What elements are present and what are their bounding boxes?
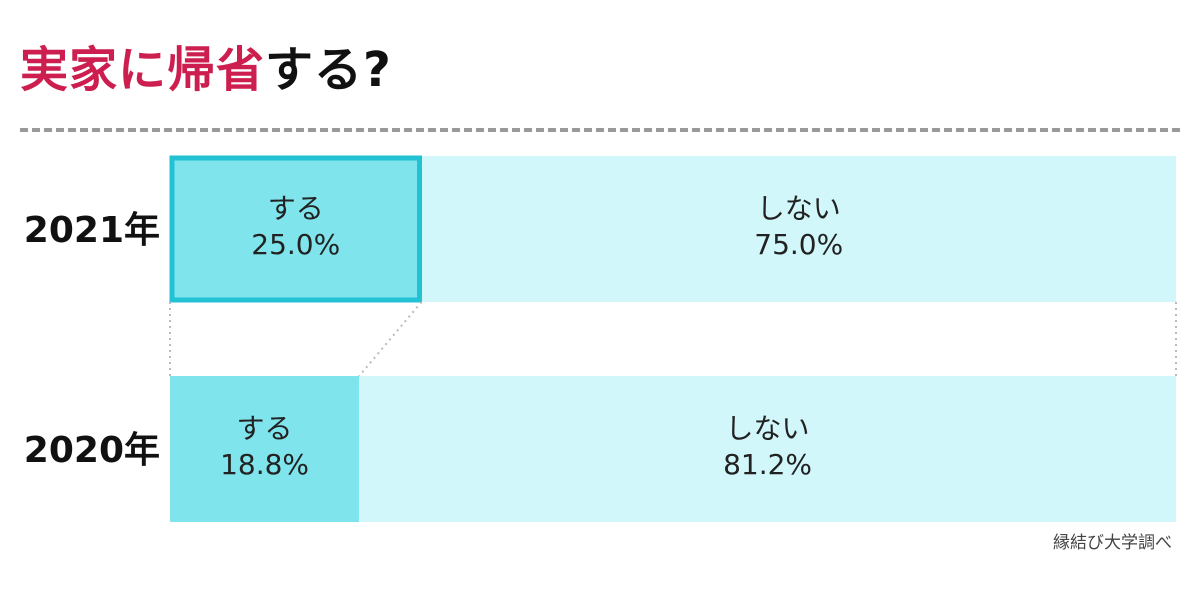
- segment-series-label: する: [268, 192, 324, 225]
- year-label-1: 2020年: [24, 430, 160, 471]
- segment-series-label: しない: [757, 192, 841, 225]
- source-note: 縁結び大学調べ: [1053, 533, 1172, 553]
- chart-title: 実家に帰省する?: [20, 40, 392, 100]
- chart-title-rest: する?: [265, 42, 392, 98]
- connector-diagonal: [358, 301, 423, 377]
- title-divider: [20, 128, 1180, 132]
- bar-segment-suru-1: [170, 376, 360, 522]
- highlight-border: [169, 155, 422, 303]
- segment-value-label: 25.0%: [251, 228, 340, 261]
- year-label-0: 2021年: [24, 210, 160, 251]
- segment-value-label: 18.8%: [220, 448, 309, 481]
- segment-series-label: しない: [726, 412, 810, 445]
- segment-value-label: 75.0%: [754, 228, 843, 261]
- chart-title-accent: 実家に帰省: [20, 42, 266, 98]
- segment-series-label: する: [237, 412, 293, 445]
- bar-segment-shinai-0: [421, 156, 1176, 302]
- bar-segment-suru-0: [170, 156, 422, 302]
- segment-value-label: 81.2%: [723, 448, 812, 481]
- bar-segment-shinai-1: [359, 376, 1176, 522]
